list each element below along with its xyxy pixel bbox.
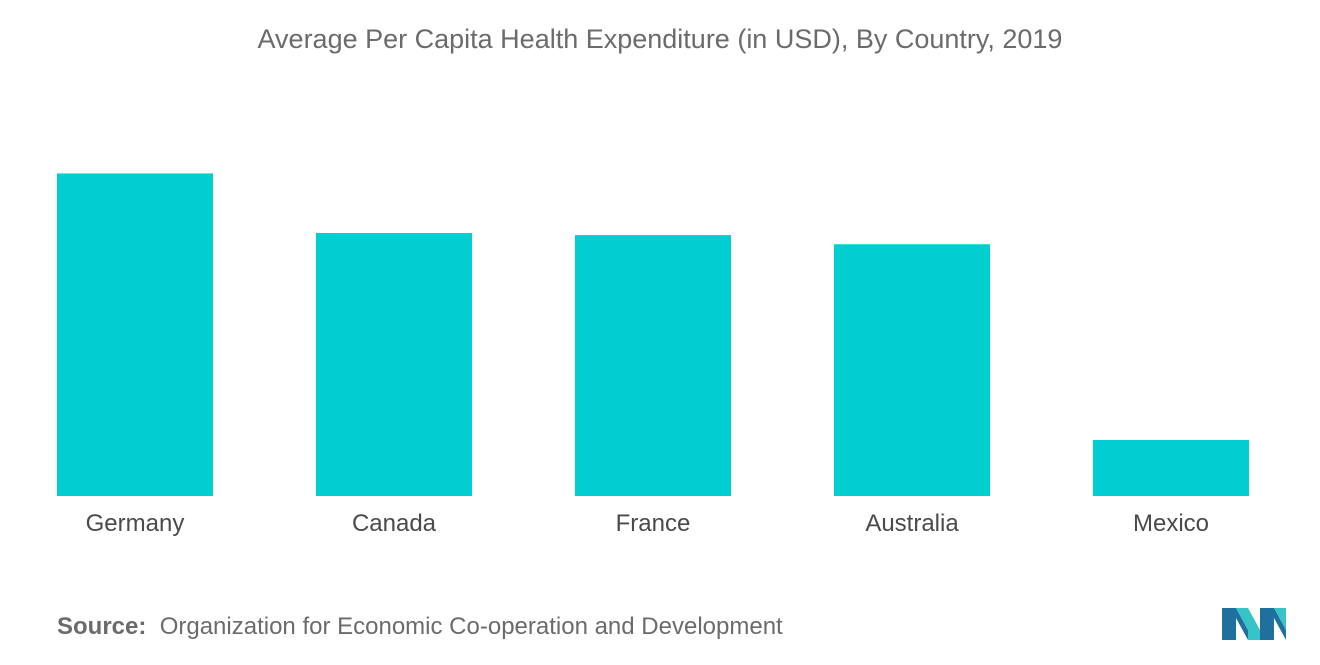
category-label-mexico: Mexico — [1133, 510, 1209, 537]
category-label-france: France — [616, 510, 691, 537]
category-label-canada: Canada — [352, 510, 437, 537]
chart-title: Average Per Capita Health Expenditure (i… — [257, 24, 1063, 54]
source-label: Source: — [57, 613, 147, 640]
bar-canada — [316, 233, 472, 497]
bar-chart: Germany Canada France Australia Mexico — [57, 173, 1249, 537]
bar-france — [575, 235, 731, 497]
source-note: Source: Organization for Economic Co-ope… — [57, 613, 783, 641]
category-label-germany: Germany — [86, 510, 185, 537]
source-text: Organization for Economic Co-operation a… — [159, 613, 783, 640]
mordor-intelligence-logo-icon — [1222, 608, 1286, 640]
bar-germany — [57, 173, 213, 497]
bar-mexico — [1093, 439, 1249, 496]
bar-australia — [834, 244, 990, 496]
category-label-australia: Australia — [865, 510, 959, 537]
